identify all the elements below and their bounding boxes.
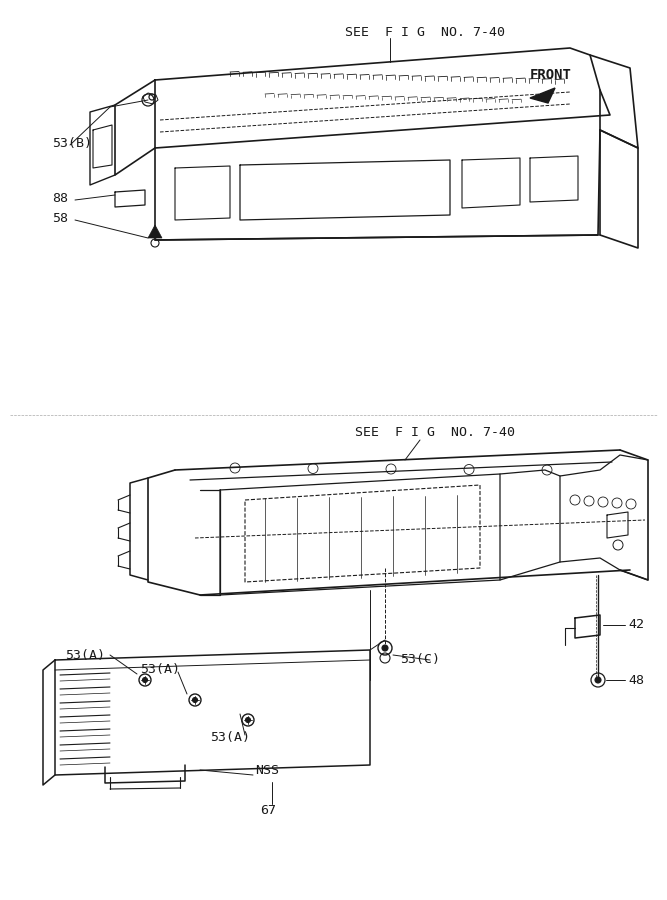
Text: 53(A): 53(A): [210, 732, 250, 744]
Text: 42: 42: [628, 618, 644, 632]
Text: 67: 67: [260, 804, 276, 816]
Text: NSS: NSS: [255, 763, 279, 777]
Polygon shape: [530, 88, 555, 103]
Text: SEE  F I G  NO. 7-40: SEE F I G NO. 7-40: [345, 25, 505, 39]
Text: 53(C): 53(C): [400, 653, 440, 667]
Text: 53(A): 53(A): [65, 649, 105, 662]
Circle shape: [143, 678, 147, 682]
Text: 53(B): 53(B): [52, 137, 92, 149]
Polygon shape: [148, 225, 162, 238]
Circle shape: [245, 717, 251, 723]
Text: SEE  F I G  NO. 7-40: SEE F I G NO. 7-40: [355, 426, 515, 438]
Circle shape: [382, 645, 388, 651]
Text: 48: 48: [628, 673, 644, 687]
Circle shape: [595, 677, 601, 683]
Circle shape: [193, 698, 197, 703]
Text: 53(A): 53(A): [140, 663, 180, 677]
Text: 88: 88: [52, 192, 68, 204]
Text: 58: 58: [52, 212, 68, 224]
Text: FRONT: FRONT: [530, 68, 572, 82]
